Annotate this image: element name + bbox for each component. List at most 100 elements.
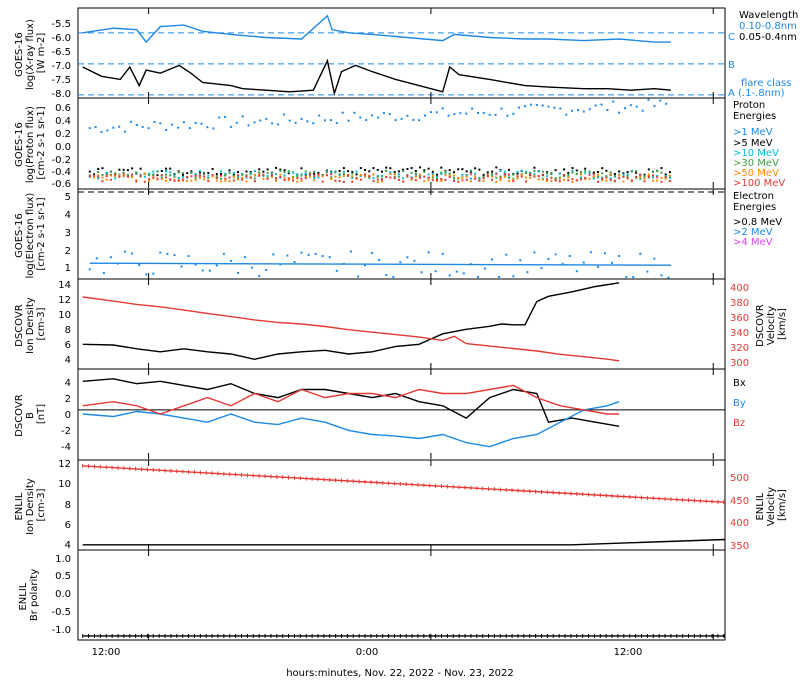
electron-y-tick-label: 3 — [65, 228, 71, 239]
proton-channel-point — [643, 175, 646, 178]
enlil-polarity-y-tick-label: 0.0 — [55, 589, 71, 600]
xray-ylabel-line: GOES-16 — [14, 32, 25, 77]
proton-y-tick-label: 0.6 — [55, 103, 71, 114]
flare-class-a-label: A — [728, 88, 735, 99]
dscovr-velocity-y-tick-label: 360 — [730, 313, 749, 324]
dscovr-field-ylabel-line: B — [25, 412, 36, 419]
proton-channel-point — [126, 173, 129, 176]
proton-channel-point — [668, 174, 671, 177]
proton-1mev-point — [253, 121, 256, 124]
proton-channel-point — [330, 178, 333, 181]
proton-channel-point — [613, 173, 616, 175]
proton-channel-point — [537, 175, 540, 178]
proton-channel-point — [381, 178, 383, 181]
proton-channel-point — [652, 176, 654, 179]
dscovr-velocity-ylabel-line: [km/s] — [777, 308, 788, 340]
proton-legend-title: Proton — [733, 100, 765, 111]
proton-channel-point — [177, 177, 180, 179]
proton-channel-point — [224, 177, 227, 180]
proton-channel-point — [334, 175, 337, 178]
proton-channel-point — [668, 171, 671, 174]
proton-ylabel-line: GOES-16 — [14, 122, 25, 167]
electron-2mev-point — [448, 274, 451, 277]
electron-2mev-point — [455, 270, 458, 273]
electron-2mev-point — [258, 275, 261, 278]
proton-channel-point — [203, 178, 206, 181]
proton-channel-point — [486, 171, 489, 174]
proton-channel-point — [287, 172, 290, 175]
electron-2mev-point — [406, 256, 409, 259]
proton-channel-point — [258, 174, 261, 177]
proton-channel-point — [181, 179, 184, 182]
proton-channel-point — [198, 177, 201, 180]
proton-channel-point — [478, 177, 481, 180]
proton-channel-point — [270, 171, 273, 174]
proton-channel-point — [351, 180, 354, 183]
proton-channel-point — [512, 178, 515, 181]
proton-1mev-point — [235, 121, 238, 124]
proton-channel-point — [656, 169, 659, 172]
electron-2mev-point — [392, 275, 395, 278]
proton-channel-point — [101, 176, 104, 179]
proton-channel-point — [237, 174, 239, 177]
proton-1mev-point — [559, 107, 562, 110]
electron-2mev-point — [512, 275, 515, 278]
proton-channel-point — [165, 170, 167, 173]
proton-channel-point — [190, 170, 193, 173]
electron-2mev-point — [109, 256, 112, 259]
proton-channel-point — [478, 168, 481, 171]
electron-2mev-point — [307, 253, 310, 256]
enlil-polarity-y-tick-label: -1.0 — [51, 625, 71, 636]
xray-y-tick-label: -6.5 — [51, 47, 71, 58]
proton-channel-point — [482, 173, 485, 176]
proton-channel-point — [618, 174, 621, 177]
electron-2mev-point — [272, 253, 275, 256]
proton-channel-point — [351, 177, 354, 179]
proton-channel-point — [440, 171, 443, 174]
flare-class-b-label: B — [728, 60, 735, 71]
proton-channel-point — [109, 170, 112, 173]
proton-1mev-point — [653, 104, 656, 107]
proton-channel-point — [207, 177, 210, 180]
proton-1mev-point — [212, 127, 215, 130]
proton-channel-point — [169, 178, 172, 181]
proton-channel-point — [652, 174, 654, 177]
electron-2mev-point — [434, 270, 437, 273]
proton-channel-point — [389, 171, 392, 174]
proton-channel-point — [347, 174, 350, 177]
proton-channel-point — [372, 177, 375, 180]
proton-channel-point — [385, 166, 388, 169]
proton-1mev-point — [324, 119, 326, 122]
proton-channel-point — [529, 173, 532, 176]
dscovr-density-ylabel-line: DSCOVR — [14, 304, 25, 347]
enlil-velocity-ylabel-line: ENLIL — [755, 492, 766, 520]
proton-channel-point — [605, 169, 608, 172]
proton-channel-point — [512, 173, 515, 176]
dscovr-density-y-tick-label: 8 — [65, 325, 71, 336]
proton-channel-point — [381, 177, 383, 180]
enlil-plasma-plot-frame — [77, 459, 726, 551]
proton-channel-point — [97, 171, 100, 174]
proton-1mev-point — [477, 112, 479, 114]
proton-1mev-point — [241, 115, 244, 118]
enlil-density-ylabel-line: Ion Density — [25, 478, 36, 535]
proton-channel-point — [444, 170, 447, 173]
proton-channel-point — [338, 180, 341, 182]
proton-channel-point — [232, 176, 235, 179]
proton-1mev-point — [100, 131, 103, 134]
proton-channel-point — [287, 179, 290, 181]
proton-channel-point — [461, 168, 464, 171]
proton-legend-entry: >10 MeV — [733, 148, 779, 159]
proton-channel-point — [203, 171, 206, 174]
proton-1mev-point — [147, 127, 150, 130]
proton-1mev-point — [341, 111, 344, 114]
proton-channel-point — [300, 180, 303, 182]
electron-2mev-point — [222, 252, 225, 255]
xray-ylabel: GOES-16 log(X-ray flux) [W m-2] — [14, 16, 47, 90]
enlil-polarity-y-tick-labels: 1.0 0.5 0.0 -0.5 -1.0 — [51, 554, 71, 636]
proton-channel-point — [626, 175, 629, 178]
proton-channel-point — [499, 170, 502, 172]
proton-channel-point — [114, 173, 117, 176]
proton-channel-point — [639, 175, 642, 178]
